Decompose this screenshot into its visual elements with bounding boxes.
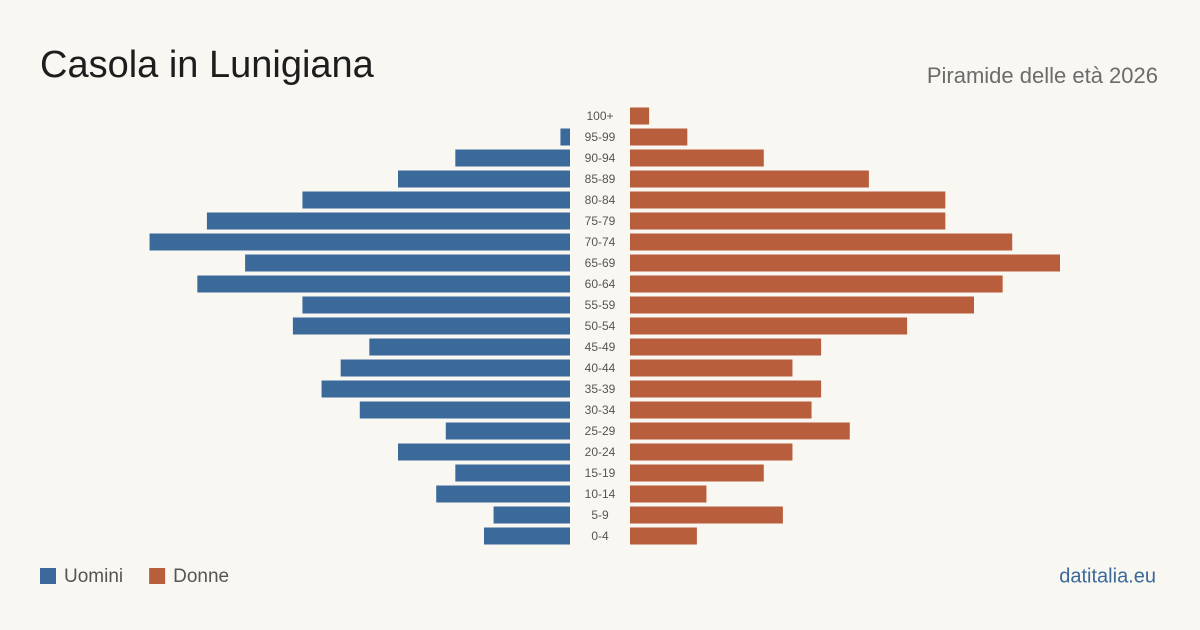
- age-label: 55-59: [585, 298, 616, 312]
- age-label: 40-44: [585, 361, 616, 375]
- age-label: 30-34: [585, 403, 616, 417]
- age-label: 90-94: [585, 151, 616, 165]
- bar: [455, 149, 570, 167]
- chart-title: Casola in Lunigiana: [40, 44, 375, 86]
- bar: [630, 485, 707, 503]
- bar: [560, 128, 570, 146]
- bar: [398, 443, 570, 461]
- bar: [630, 233, 1013, 251]
- chart-subtitle: Piramide delle età 2026: [927, 63, 1158, 88]
- bar: [630, 527, 697, 545]
- bar: [630, 464, 764, 482]
- age-label: 35-39: [585, 382, 616, 396]
- age-label: 25-29: [585, 424, 616, 438]
- age-label: 50-54: [585, 319, 616, 333]
- bar: [630, 191, 946, 209]
- bar: [630, 128, 688, 146]
- bar: [630, 275, 1003, 293]
- age-label: 45-49: [585, 340, 616, 354]
- age-label: 60-64: [585, 277, 616, 291]
- bar: [630, 380, 822, 398]
- age-label: 75-79: [585, 214, 616, 228]
- bar: [630, 401, 812, 419]
- age-label: 20-24: [585, 445, 616, 459]
- bar: [493, 506, 570, 524]
- bar: [340, 359, 570, 377]
- bar: [197, 275, 571, 293]
- bar: [302, 191, 570, 209]
- bar: [436, 485, 570, 503]
- source: datitalia.eu: [1059, 565, 1156, 587]
- bar: [149, 233, 571, 251]
- bar: [321, 380, 570, 398]
- bar: [445, 422, 570, 440]
- age-label: 15-19: [585, 466, 616, 480]
- bar: [630, 170, 869, 188]
- bar: [630, 443, 793, 461]
- bar: [484, 527, 570, 545]
- bar: [630, 338, 822, 356]
- age-label: 65-69: [585, 256, 616, 270]
- bar: [630, 422, 850, 440]
- bar: [630, 506, 783, 524]
- bar: [369, 338, 570, 356]
- bar: [630, 296, 974, 314]
- legend-label: Uomini: [64, 566, 123, 587]
- bar: [398, 170, 570, 188]
- age-label: 80-84: [585, 193, 616, 207]
- bar: [630, 254, 1060, 272]
- bar: [302, 296, 570, 314]
- legend-swatch: [40, 568, 56, 584]
- bar: [359, 401, 570, 419]
- bar: [630, 212, 946, 230]
- bar: [630, 359, 793, 377]
- bar: [206, 212, 570, 230]
- legend-label: Donne: [173, 566, 229, 587]
- age-label: 70-74: [585, 235, 616, 249]
- bar: [455, 464, 570, 482]
- bar: [245, 254, 570, 272]
- age-label: 95-99: [585, 130, 616, 144]
- age-label: 85-89: [585, 172, 616, 186]
- bar: [630, 149, 764, 167]
- age-label: 100+: [586, 109, 613, 123]
- age-label: 10-14: [585, 487, 616, 501]
- age-label: 0-4: [591, 529, 609, 543]
- bar: [292, 317, 570, 335]
- bar: [630, 317, 908, 335]
- age-label: 5-9: [591, 508, 609, 522]
- bar: [630, 107, 650, 125]
- legend-swatch: [149, 568, 166, 584]
